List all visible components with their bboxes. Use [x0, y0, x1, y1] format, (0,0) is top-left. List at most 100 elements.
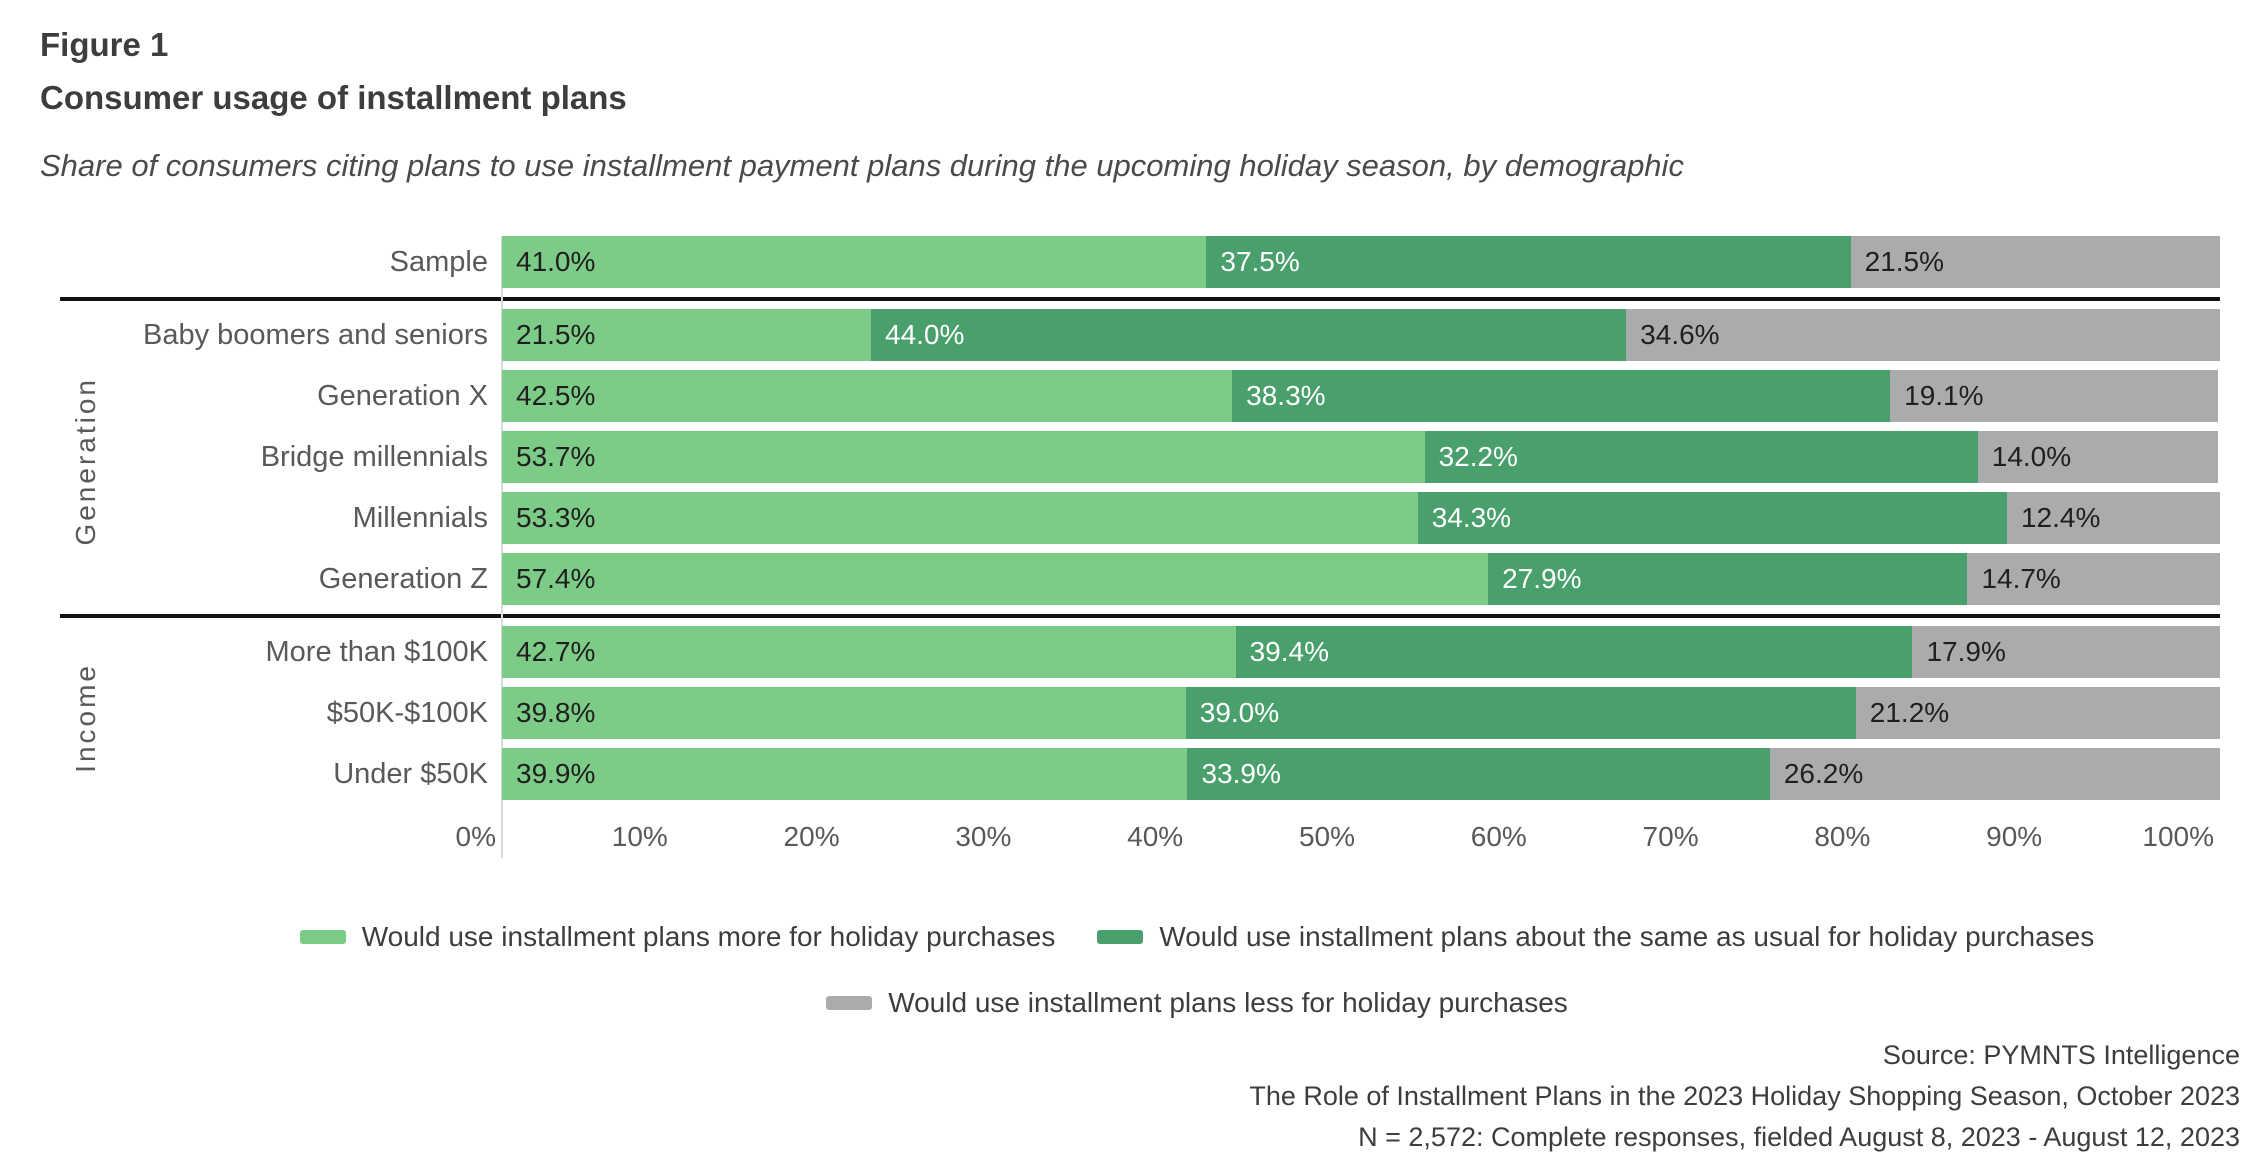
segment-same: 32.2%: [1424, 431, 1978, 483]
segment-more: 42.5%: [502, 370, 1233, 422]
chart-area: Sample 41.0% 37.5% 21.5% Generation Baby boom…: [60, 236, 2221, 861]
value-label: 33.9%: [1201, 758, 1281, 789]
segment-more: 53.3%: [502, 492, 1418, 544]
segment-same: 44.0%: [871, 309, 1627, 361]
segment-more: 21.5%: [502, 309, 871, 361]
x-tick-label: 30%: [955, 821, 1012, 852]
legend: Would use installment plans more for hol…: [0, 921, 2262, 1019]
group-generation: Generation Baby boomers and seniors 21.5% 4…: [60, 309, 2221, 614]
bar-row: Sample 41.0% 37.5% 21.5%: [112, 236, 2220, 288]
x-tick-label: 80%: [1814, 821, 1871, 852]
title-block: Figure 1 Consumer usage of installment p…: [0, 0, 2262, 188]
chart-rows: Sample 41.0% 37.5% 21.5% Generation Baby boom…: [60, 236, 2221, 809]
value-label: 34.3%: [1431, 502, 1512, 533]
segment-less: 34.6%: [1626, 309, 2221, 361]
legend-label: Would use installment plans more for hol…: [361, 921, 1056, 952]
group-label-cell: Generation: [60, 309, 112, 614]
value-label: 38.3%: [1246, 380, 1326, 411]
segment-less: 21.5%: [1850, 236, 2220, 288]
stacked-bar: 53.3% 34.3% 12.4%: [502, 492, 2220, 544]
value-label: 42.5%: [516, 380, 596, 411]
segment-more: 41.0%: [502, 236, 1207, 288]
segment-same: 34.3%: [1417, 492, 2007, 544]
x-tick-label: 20%: [783, 821, 840, 852]
value-label: 21.5%: [1864, 246, 1945, 277]
value-label: 37.5%: [1220, 246, 1300, 277]
legend-label: Would use installment plans less for hol…: [888, 987, 1568, 1018]
segment-same: 37.5%: [1206, 236, 1851, 288]
category-label: $50K-$100K: [326, 696, 488, 729]
value-label: 44.0%: [885, 319, 965, 350]
category-label: Generation Z: [318, 562, 488, 595]
x-axis: 0% 10% 20% 30% 40% 50% 60% 70% 80% 90% 100%: [456, 821, 2220, 861]
group-label-cell: Income: [60, 626, 112, 809]
figure-label: Figure 1: [40, 26, 169, 63]
y-axis-baseline: [501, 236, 503, 858]
group-label-income: Income: [70, 662, 101, 773]
legend-label: Would use installment plans about the sa…: [1159, 921, 2095, 952]
stacked-bar: 53.7% 32.2% 14.0%: [502, 431, 2220, 483]
bar-row: Baby boomers and seniors 21.5% 44.0% 34.6%: [112, 309, 2221, 361]
chart-subtitle: Share of consumers citing plans to use i…: [40, 148, 1684, 183]
value-label: 39.9%: [516, 758, 596, 789]
stacked-bar: 42.7% 39.4% 17.9%: [502, 626, 2220, 678]
value-label: 26.2%: [1783, 758, 1864, 789]
value-label: 53.3%: [516, 502, 596, 533]
group-separator: [60, 614, 2220, 618]
category-label: Under $50K: [333, 757, 488, 790]
bar-row: Bridge millennials 53.7% 32.2% 14.0%: [112, 431, 2220, 483]
category-label: Millennials: [352, 501, 488, 534]
value-label: 21.5%: [516, 319, 596, 350]
source-block: Source: PYMNTS Intelligence The Role of I…: [0, 1035, 2240, 1158]
value-label: 39.0%: [1199, 697, 1280, 728]
x-tick-label: 0%: [455, 821, 496, 852]
value-label: 14.7%: [1981, 563, 2061, 594]
legend-item-less: Would use installment plans less for hol…: [826, 987, 1568, 1019]
bar-row: Generation X 42.5% 38.3% 19.1%: [112, 370, 2220, 422]
value-label: 53.7%: [516, 441, 596, 472]
chart-title: Consumer usage of installment plans: [40, 79, 627, 116]
category-label: Baby boomers and seniors: [143, 318, 488, 351]
legend-swatch-less: [826, 996, 873, 1010]
segment-same: 39.0%: [1185, 687, 1856, 739]
category-label: Generation X: [317, 379, 488, 412]
value-label: 42.7%: [516, 636, 596, 667]
group-label-cell: [60, 236, 112, 297]
group-label-generation: Generation: [70, 377, 101, 546]
bar-row: Under $50K 39.9% 33.9% 26.2%: [112, 748, 2220, 800]
segment-less: 21.2%: [1855, 687, 2220, 739]
group-separator: [60, 297, 2220, 301]
segment-more: 53.7%: [502, 431, 1425, 483]
segment-more: 39.8%: [502, 687, 1186, 739]
group-income: Income More than $100K 42.7% 39.4% 17.9% $50K…: [60, 626, 2220, 809]
value-label: 39.4%: [1249, 636, 1329, 667]
value-label: 27.9%: [1502, 563, 1582, 594]
value-label: 57.4%: [516, 563, 596, 594]
x-tick-label: 90%: [1986, 821, 2043, 852]
bar-row: Millennials 53.3% 34.3% 12.4%: [112, 492, 2220, 544]
value-label: 19.1%: [1904, 380, 1984, 411]
segment-less: 26.2%: [1769, 748, 2220, 800]
x-tick-label: 100%: [2142, 821, 2214, 852]
legend-swatch-same: [1097, 930, 1144, 944]
value-label: 14.0%: [1991, 441, 2072, 472]
legend-item-more: Would use installment plans more for hol…: [299, 921, 1056, 953]
value-label: 32.2%: [1438, 441, 1518, 472]
segment-more: 57.4%: [502, 553, 1489, 605]
segment-more: 39.9%: [502, 748, 1188, 800]
segment-same: 38.3%: [1232, 370, 1891, 422]
value-label: 12.4%: [2020, 502, 2101, 533]
x-tick-label: 50%: [1298, 821, 1355, 852]
segment-more: 42.7%: [502, 626, 1236, 678]
segment-less: 19.1%: [1890, 370, 2219, 422]
stacked-bar: 39.8% 39.0% 21.2%: [502, 687, 2220, 739]
segment-less: 14.0%: [1977, 431, 2219, 483]
segment-less: 12.4%: [2006, 492, 2220, 544]
category-label: More than $100K: [265, 635, 488, 668]
stacked-bar: 57.4% 27.9% 14.7%: [502, 553, 2220, 605]
stacked-bar: 42.5% 38.3% 19.1%: [502, 370, 2220, 422]
value-label: 17.9%: [1926, 636, 2006, 667]
segment-same: 39.4%: [1235, 626, 1913, 678]
value-label: 41.0%: [516, 246, 596, 277]
bar-row: Generation Z 57.4% 27.9% 14.7%: [112, 553, 2220, 605]
